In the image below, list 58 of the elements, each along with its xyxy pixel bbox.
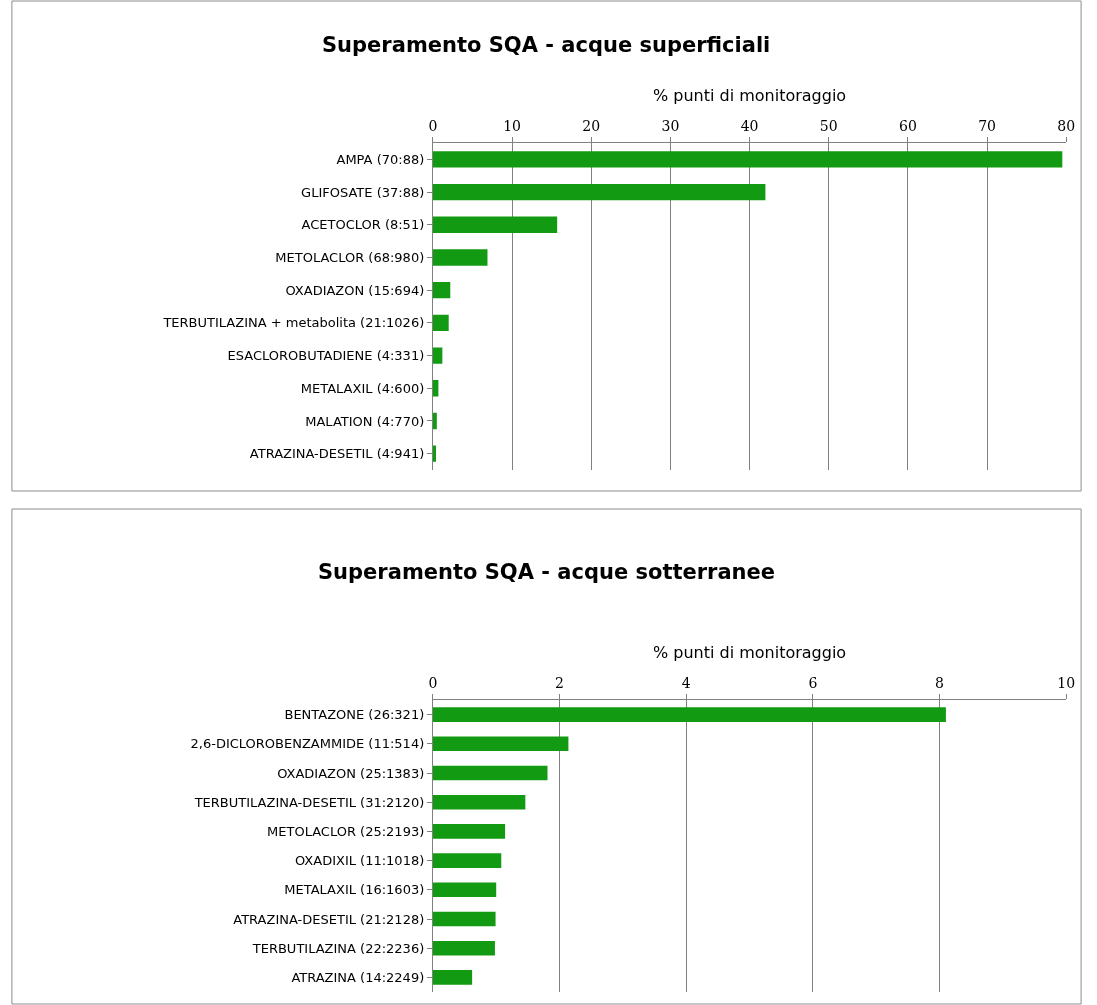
bar bbox=[432, 794, 526, 810]
bar bbox=[432, 911, 496, 927]
y-tick-label: ATRAZINA (14:2249) bbox=[291, 969, 425, 985]
chart-title: Superamento SQA - acque sotterranee bbox=[318, 560, 776, 584]
y-tick-label: OXADIAZON (15:694) bbox=[285, 282, 425, 298]
x-tick-label: 70 bbox=[978, 118, 996, 135]
y-tick-label: MALATION (4:770) bbox=[305, 413, 425, 429]
x-tick-label: 10 bbox=[1057, 675, 1076, 692]
x-tick-label: 0 bbox=[428, 118, 438, 135]
bar bbox=[432, 281, 451, 299]
bar bbox=[432, 314, 449, 332]
y-tick-label: METALAXIL (16:1603) bbox=[284, 882, 425, 898]
y-tick-label: 2,6-DICLOROBENZAMMIDE (11:514) bbox=[190, 736, 425, 752]
bar bbox=[432, 970, 473, 985]
bar bbox=[432, 824, 506, 839]
y-tick-label: ACETOCLOR (8:51) bbox=[301, 217, 425, 233]
bar bbox=[432, 151, 1063, 168]
x-tick-label: 20 bbox=[582, 118, 601, 135]
x-tick-label: 50 bbox=[819, 118, 838, 135]
bar bbox=[432, 412, 437, 430]
x-tick-label: 8 bbox=[935, 675, 945, 692]
x-tick-label: 6 bbox=[808, 675, 818, 692]
y-tick-label: ATRAZINA-DESETIL (21:2128) bbox=[233, 911, 425, 927]
y-tick-label: OXADIAZON (25:1383) bbox=[277, 765, 425, 781]
x-tick-label: 10 bbox=[503, 118, 521, 135]
bar bbox=[432, 183, 766, 201]
y-tick-label: GLIFOSATE (37:88) bbox=[301, 184, 425, 200]
y-tick-label: OXADIXIL (11:1018) bbox=[294, 853, 425, 869]
bar bbox=[432, 853, 502, 868]
bar bbox=[432, 882, 497, 898]
x-tick-label: 4 bbox=[681, 675, 691, 692]
chart-title: Superamento SQA - acque superficiali bbox=[322, 33, 771, 57]
bar bbox=[432, 707, 946, 722]
y-tick-label: BENTAZONE (26:321) bbox=[284, 707, 425, 723]
bar bbox=[432, 765, 548, 781]
y-tick-label: METOLACLOR (68:980) bbox=[275, 250, 425, 265]
y-tick-label: METALAXIL (4:600) bbox=[300, 380, 425, 396]
x-axis-title: % punti di monitoraggio bbox=[652, 643, 847, 663]
bar bbox=[432, 216, 558, 233]
y-tick-label: TERBUTILAZINA + metabolita (21:1026) bbox=[162, 315, 425, 331]
y-tick-label: ESACLOROBUTADIENE (4:331) bbox=[227, 348, 425, 364]
x-tick-label: 40 bbox=[740, 118, 759, 135]
y-tick-label: METOLACLOR (25:2193) bbox=[267, 823, 425, 839]
y-tick-label: TERBUTILAZINA (22:2236) bbox=[251, 940, 425, 956]
bar bbox=[432, 347, 443, 364]
x-tick-label: 2 bbox=[555, 675, 564, 692]
bar bbox=[432, 249, 488, 266]
x-axis-title: % punti di monitoraggio bbox=[652, 86, 847, 106]
x-tick-label: 30 bbox=[661, 118, 680, 135]
x-tick-label: 80 bbox=[1057, 118, 1076, 135]
x-tick-label: 0 bbox=[428, 675, 438, 692]
x-tick-label: 60 bbox=[898, 118, 917, 135]
y-tick-label: AMPA (70:88) bbox=[336, 151, 425, 167]
bar bbox=[432, 736, 569, 752]
bar bbox=[432, 445, 437, 462]
bar bbox=[432, 940, 495, 956]
y-tick-label: TERBUTILAZINA-DESETIL (31:2120) bbox=[193, 794, 425, 810]
y-tick-label: ATRAZINA-DESETIL (4:941) bbox=[249, 446, 425, 462]
